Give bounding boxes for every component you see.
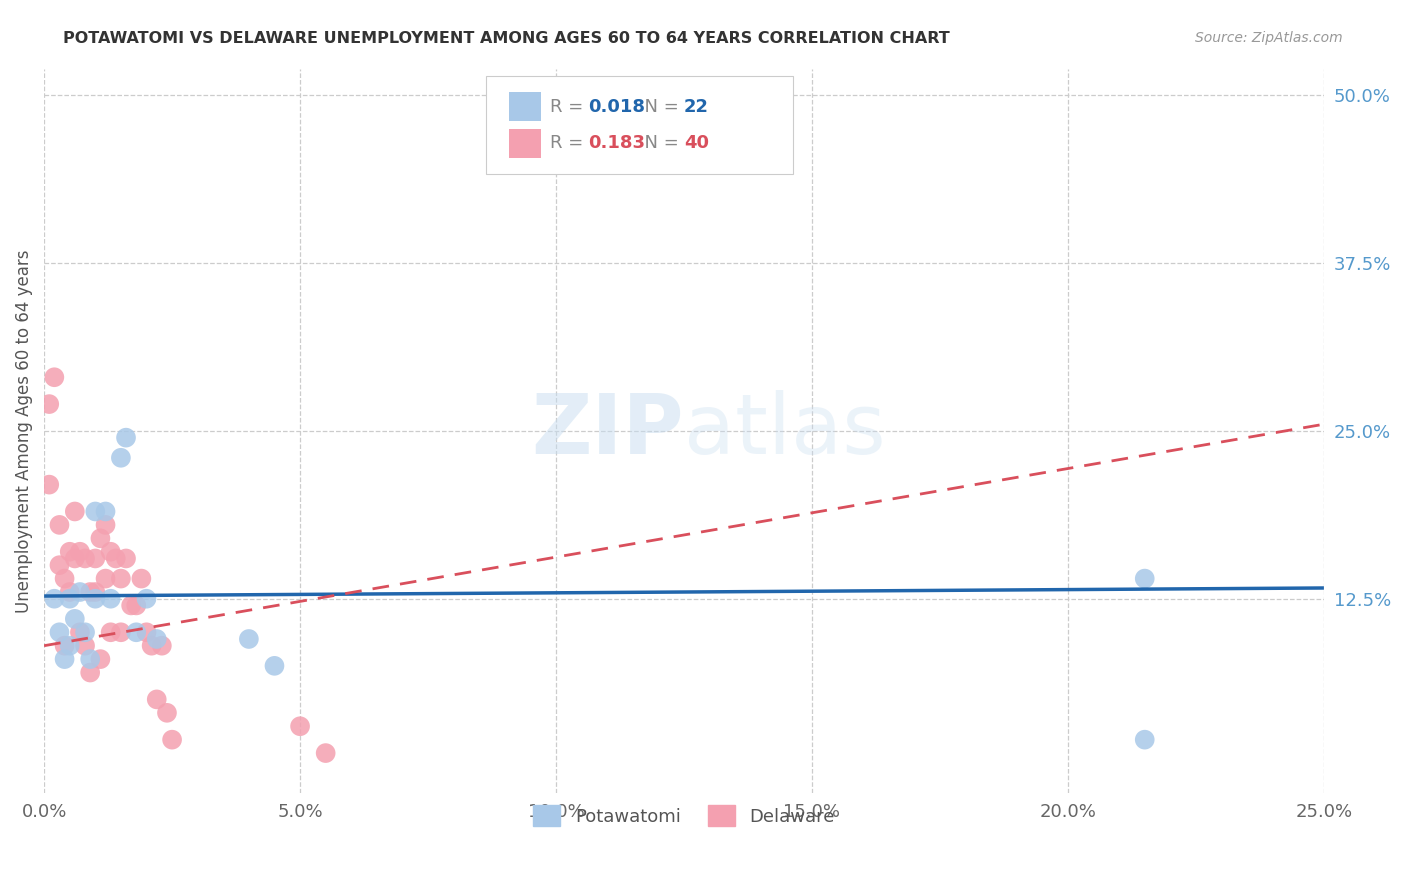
Point [79, 585, 101, 599]
Point [48, 625, 70, 640]
FancyBboxPatch shape [509, 128, 541, 158]
Text: R =: R = [550, 98, 589, 116]
Point [120, 599, 142, 613]
Point [75, 625, 97, 640]
Point [100, 545, 122, 559]
Point [135, 591, 157, 606]
Text: N =: N = [633, 98, 685, 116]
Point [59, 639, 82, 653]
Text: atlas: atlas [683, 391, 886, 472]
Point [135, 625, 157, 640]
Text: ZIP: ZIP [531, 391, 683, 472]
Point [69, 585, 91, 599]
Point [94, 504, 117, 518]
Point [75, 639, 97, 653]
Point [315, 746, 337, 760]
Point [75, 551, 97, 566]
Point [59, 591, 82, 606]
Point [38, 477, 60, 491]
Point [100, 591, 122, 606]
Point [63, 504, 86, 518]
Point [59, 585, 82, 599]
Point [84, 585, 107, 599]
Point [44, 591, 66, 606]
Point [110, 625, 132, 640]
Point [69, 625, 91, 640]
Point [94, 517, 117, 532]
Point [125, 599, 148, 613]
Point [125, 625, 148, 640]
Point [145, 692, 167, 706]
Y-axis label: Unemployment Among Ages 60 to 64 years: Unemployment Among Ages 60 to 64 years [15, 249, 32, 613]
Text: R =: R = [550, 134, 589, 153]
Point [63, 612, 86, 626]
Point [100, 625, 122, 640]
Point [131, 572, 153, 586]
Point [263, 658, 285, 673]
Point [48, 558, 70, 573]
Point [1133, 732, 1156, 747]
Point [59, 545, 82, 559]
Point [156, 706, 179, 720]
Point [84, 504, 107, 518]
Legend: Potawatomi, Delaware: Potawatomi, Delaware [524, 797, 844, 835]
Point [288, 719, 311, 733]
Point [84, 551, 107, 566]
Point [110, 572, 132, 586]
Point [160, 732, 183, 747]
Point [110, 450, 132, 465]
Text: N =: N = [633, 134, 685, 153]
Point [238, 632, 260, 646]
Point [89, 531, 111, 545]
Point [63, 551, 86, 566]
Point [79, 652, 101, 666]
Point [115, 431, 138, 445]
Point [44, 370, 66, 384]
Point [48, 517, 70, 532]
Point [115, 551, 138, 566]
Point [145, 632, 167, 646]
Point [84, 591, 107, 606]
Point [53, 572, 76, 586]
Text: 0.018: 0.018 [588, 98, 645, 116]
Point [1133, 572, 1156, 586]
Point [94, 572, 117, 586]
FancyBboxPatch shape [485, 76, 793, 174]
Point [89, 652, 111, 666]
Point [69, 545, 91, 559]
Point [141, 639, 163, 653]
FancyBboxPatch shape [509, 93, 541, 121]
Point [150, 639, 173, 653]
Point [104, 551, 127, 566]
Point [79, 665, 101, 680]
Point [53, 639, 76, 653]
Point [53, 652, 76, 666]
Text: POTAWATOMI VS DELAWARE UNEMPLOYMENT AMONG AGES 60 TO 64 YEARS CORRELATION CHART: POTAWATOMI VS DELAWARE UNEMPLOYMENT AMON… [63, 31, 950, 46]
Text: Source: ZipAtlas.com: Source: ZipAtlas.com [1195, 31, 1343, 45]
Text: 40: 40 [683, 134, 709, 153]
Point [38, 397, 60, 411]
Text: 22: 22 [683, 98, 709, 116]
Text: 0.183: 0.183 [588, 134, 645, 153]
